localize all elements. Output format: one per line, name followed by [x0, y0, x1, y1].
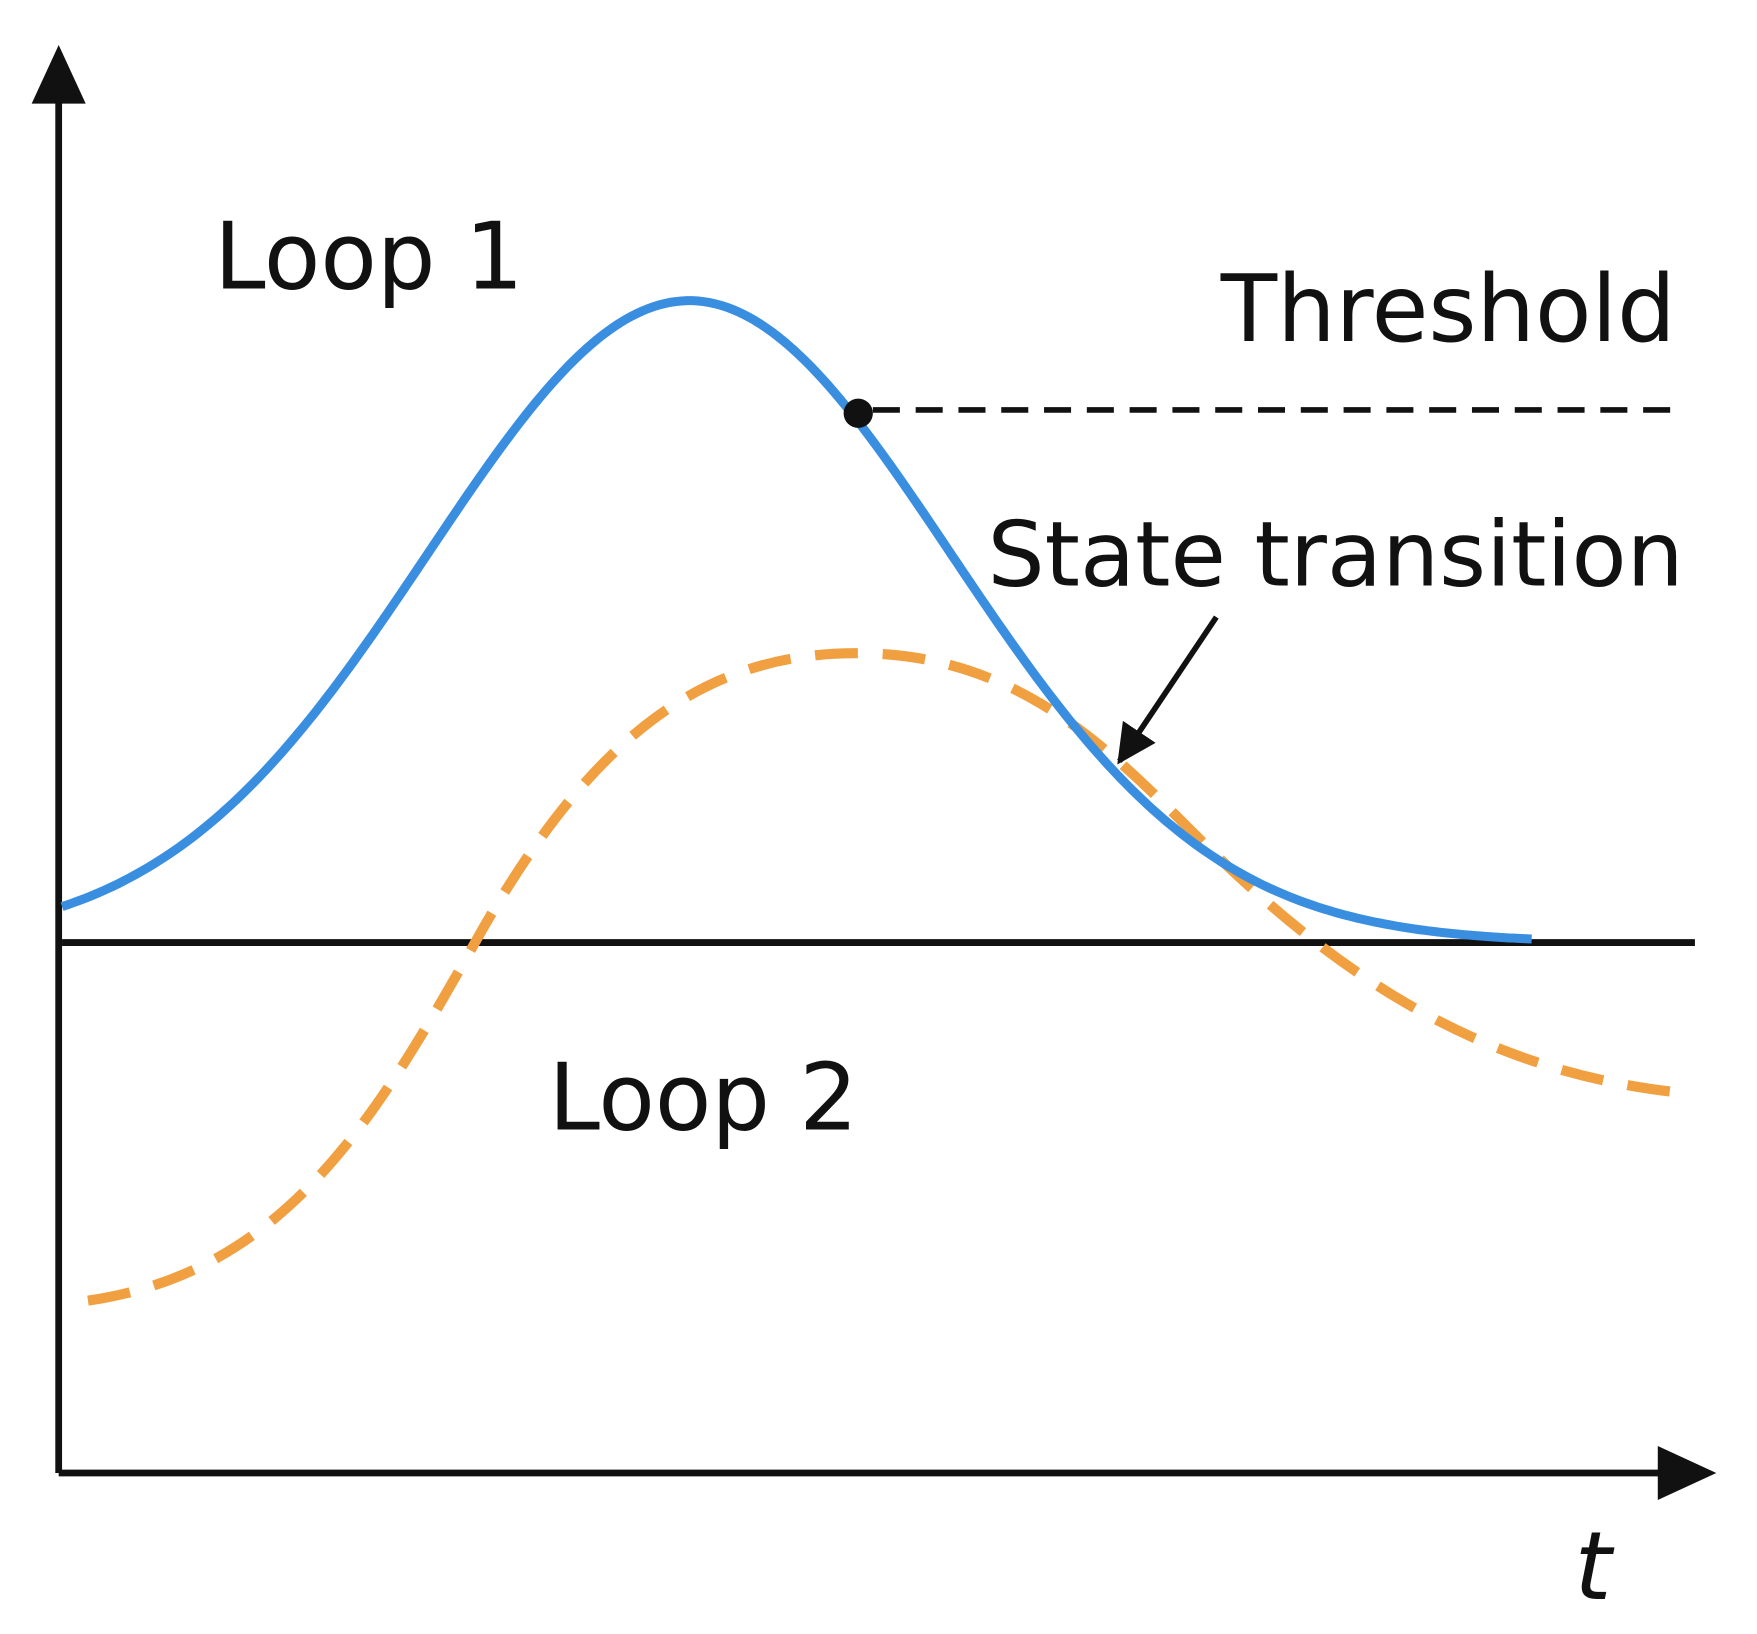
threshold-point [843, 398, 873, 428]
time-axis-label: t [1574, 1512, 1614, 1622]
state-transition-label: State transition [987, 503, 1683, 608]
threshold-label: Threshold [1220, 255, 1676, 363]
loop2-label: Loop 2 [549, 1043, 859, 1151]
x-axis-arrow [1657, 1445, 1717, 1500]
loop1-curve [60, 296, 1532, 944]
transition-arrow [1117, 615, 1219, 765]
loop1-label: Loop 1 [214, 202, 523, 310]
loop2-curve [87, 648, 1679, 1306]
y-axis-arrow [31, 45, 86, 104]
